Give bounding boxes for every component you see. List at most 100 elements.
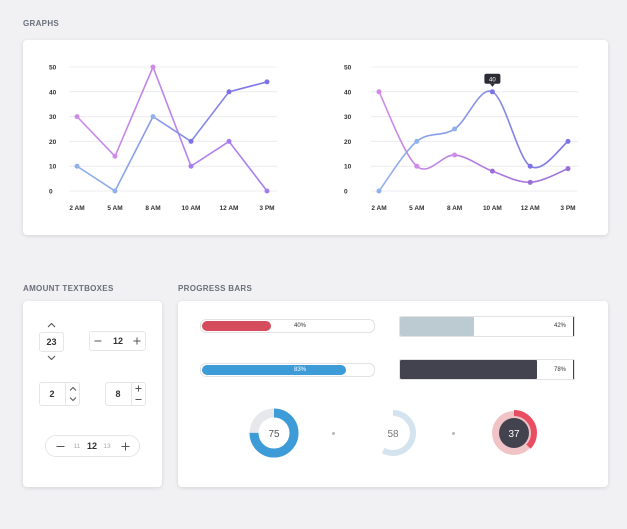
- plus-icon: [133, 337, 141, 345]
- minus-icon: [94, 340, 102, 342]
- x-tick-label: 5 AM: [409, 205, 424, 212]
- progress-bars-card: 40% 42% 83% 78% 75 58 37: [178, 301, 608, 487]
- y-tick-label: 50: [49, 65, 57, 72]
- scroller-next-value[interactable]: 13: [103, 442, 111, 450]
- progress-bar-end-marker: [573, 317, 574, 336]
- data-point: [226, 138, 232, 144]
- y-tick-label: 50: [344, 65, 352, 72]
- progress-label: 83%: [294, 367, 307, 373]
- x-tick-label: 12 AM: [521, 205, 540, 212]
- minus-button[interactable]: [90, 332, 106, 350]
- vertical-stepper-input[interactable]: [39, 332, 64, 352]
- minus-button[interactable]: [131, 394, 145, 405]
- y-tick-label: 10: [344, 164, 352, 171]
- plus-icon: [121, 442, 129, 450]
- separator-dot: [452, 432, 455, 435]
- donut-progress-red: 37: [491, 410, 537, 456]
- progress-fill: [400, 317, 474, 336]
- y-tick-label: 40: [344, 89, 352, 96]
- scroller-current-value: 12: [86, 441, 97, 451]
- chevron-down-icon: [47, 355, 55, 361]
- progress-label: 42%: [554, 323, 567, 329]
- data-point: [150, 64, 156, 70]
- x-tick-label: 8 AM: [145, 205, 160, 212]
- donut-value: 75: [268, 429, 280, 440]
- y-tick-label: 30: [49, 114, 57, 121]
- progress-bar-dark: [399, 359, 575, 380]
- data-point: [452, 152, 458, 158]
- progress-fill: [202, 365, 346, 375]
- series-line: [76, 64, 268, 192]
- side-stepper-right-value[interactable]: 8: [115, 389, 121, 399]
- data-point: [565, 138, 571, 144]
- data-point: [226, 89, 232, 95]
- chevron-up-icon: [69, 386, 76, 391]
- progress-label: 78%: [554, 367, 567, 373]
- x-tick-label: 10 AM: [483, 205, 502, 212]
- data-point: [188, 138, 194, 144]
- separator-dot: [332, 432, 335, 435]
- horizontal-stepper-value[interactable]: 12: [112, 336, 123, 346]
- data-point: [74, 163, 80, 169]
- progress-label: 40%: [294, 323, 307, 329]
- graphs-card: 0 10 20 30 40 50 2 AM 5 AM 8 AM 10 AM 12 AM 3 PM 0 1…: [23, 40, 608, 235]
- data-point: [489, 168, 495, 174]
- plus-button[interactable]: [117, 437, 133, 455]
- tooltip-arrow: [489, 83, 495, 87]
- y-tick-label: 40: [49, 89, 57, 96]
- donut-arc: [491, 410, 537, 456]
- y-tick-label: 30: [344, 114, 352, 121]
- y-tick-label: 20: [344, 139, 352, 146]
- data-point: [489, 89, 495, 95]
- number-scroller: [45, 435, 140, 457]
- side-stepper: [39, 382, 80, 406]
- x-tick-label: 10 AM: [182, 205, 201, 212]
- chevron-up-icon: [47, 322, 55, 328]
- plus-icon: [135, 385, 142, 392]
- data-point: [112, 153, 118, 159]
- x-tick-label: 2 AM: [371, 205, 386, 212]
- decrement-button[interactable]: [41, 352, 61, 364]
- progress-bar-gray: [399, 316, 575, 337]
- data-point: [112, 188, 118, 194]
- horizontal-stepper: [89, 331, 146, 351]
- minus-icon: [56, 445, 64, 447]
- y-tick-label: 0: [49, 189, 53, 196]
- data-point: [376, 188, 382, 194]
- y-tick-label: 0: [344, 189, 348, 196]
- tooltip: [484, 73, 501, 84]
- x-tick-label: 8 AM: [447, 205, 462, 212]
- increment-button[interactable]: [65, 383, 79, 394]
- data-point: [150, 114, 156, 120]
- data-point: [74, 114, 80, 120]
- data-point: [452, 126, 458, 132]
- data-point: [527, 179, 533, 185]
- progress-fill: [202, 321, 272, 331]
- plus-button[interactable]: [131, 383, 145, 394]
- decrement-button[interactable]: [65, 394, 79, 405]
- x-tick-label: 2 AM: [69, 205, 84, 212]
- side-stepper-plus-minus: [105, 382, 146, 406]
- donut-arc: [370, 410, 416, 456]
- donut-progress-blue: 75: [249, 408, 299, 458]
- plus-button[interactable]: [129, 332, 145, 350]
- data-point: [527, 163, 533, 169]
- progress-bar-red: [200, 319, 375, 333]
- increment-button[interactable]: [41, 319, 61, 331]
- chevron-down-icon: [69, 397, 76, 402]
- scroller-prev-value[interactable]: 11: [73, 442, 81, 450]
- donut-arc: [249, 408, 299, 458]
- side-stepper-value[interactable]: 2: [49, 389, 55, 399]
- data-point: [565, 166, 571, 172]
- y-tick-label: 20: [49, 139, 57, 146]
- data-point: [414, 138, 420, 144]
- data-point: [414, 163, 420, 169]
- donut-progress-light: 58: [370, 410, 416, 456]
- donut-value: 58: [387, 429, 399, 440]
- y-tick-label: 10: [49, 164, 57, 171]
- series-line: [76, 81, 268, 193]
- minus-button[interactable]: [52, 437, 68, 455]
- x-tick-label: 3 PM: [560, 205, 575, 212]
- x-tick-label: 12 AM: [220, 205, 239, 212]
- x-tick-label: 3 PM: [259, 205, 274, 212]
